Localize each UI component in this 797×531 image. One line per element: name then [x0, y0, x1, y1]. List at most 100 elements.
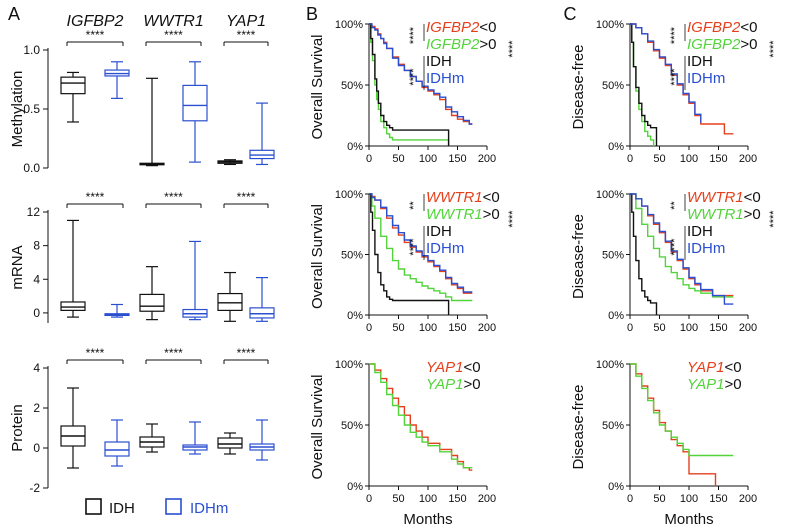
y-tick-label: 100%: [335, 19, 363, 31]
legend-entry: IDH: [426, 223, 452, 240]
legend-suffix: >0: [464, 376, 481, 393]
y-axis-label: Disease-free: [570, 214, 587, 299]
box-yap1-idhm: [249, 307, 275, 319]
legend-entry: YAP1<0: [687, 359, 742, 376]
x-axis-label: Months: [403, 511, 452, 528]
y-axis-label: Overall Survival: [309, 204, 326, 309]
y-axis-label: Protein: [9, 404, 26, 452]
legend-entry: WWTR1>0: [426, 206, 500, 223]
legend-suffix: <0: [744, 189, 761, 206]
x-tick-label: 0: [627, 493, 633, 505]
x-tick-label: 150: [448, 153, 466, 165]
y-tick-label: 50%: [341, 80, 363, 92]
significance-stars: ****: [669, 26, 681, 44]
box-plot-methylation: 0.0 0.5 1.0 Methylation **** **** ****: [9, 28, 275, 175]
y-axis-label: Overall Survival: [309, 34, 326, 139]
x-tick-label: 50: [392, 153, 404, 165]
significance-stars: ****: [237, 28, 256, 42]
significance-stars: ****: [237, 346, 256, 360]
x-tick-label: 100: [419, 493, 437, 505]
legend-entry: IGFBP2<0: [687, 19, 757, 36]
km-curve-yap1-gt0: [369, 363, 473, 469]
y-tick-label: 50%: [602, 80, 624, 92]
x-tick-label: 0: [627, 322, 633, 334]
legend-gene: WWTR1: [426, 189, 483, 206]
x-tick-label: 200: [739, 153, 757, 165]
legend-entry: WWTR1>0: [687, 206, 761, 223]
km-curve-idhm: [369, 23, 473, 125]
legend-entry: IDHm: [426, 240, 464, 257]
box-wwtr1-idhm: [182, 84, 208, 122]
legend-gene: YAP1: [687, 359, 725, 376]
km-plot-panel-b-3: 0% 50% 100% 0 50 100 150 200 Overall Survival Mon…: [309, 359, 496, 528]
gene-header-yap1: YAP1: [226, 13, 266, 30]
x-tick-label: 200: [478, 153, 496, 165]
legend-entry: IDH: [687, 53, 713, 70]
legend-gene: YAP1: [426, 376, 464, 393]
legend-gene: YAP1: [687, 376, 725, 393]
y-tick-label: 0: [33, 441, 40, 455]
legend-gene: IGFBP2: [426, 19, 480, 36]
y-tick-label: 12: [27, 205, 41, 219]
km-curve-idh: [630, 193, 658, 315]
y-tick-label: 100%: [596, 359, 624, 371]
legend-entry: YAP1>0: [687, 376, 742, 393]
significance-stars: ****: [768, 210, 780, 228]
significance-group: **********: [408, 194, 519, 260]
x-tick-label: 200: [478, 493, 496, 505]
legend-entry: IDHm: [687, 240, 725, 257]
km-plot-panel-b-1: 0% 50% 100% 0 50 100 150 200 Overall Survival IGF…: [309, 19, 519, 165]
km-plot-panel-c-2: 0% 50% 100% 0 50 100 150 200 Disease-free WWTR1<0…: [570, 189, 780, 334]
y-tick-label: 50%: [602, 250, 624, 262]
y-tick-label: 0.5: [23, 102, 40, 116]
x-axis-label: Months: [664, 511, 713, 528]
x-tick-label: 50: [653, 322, 665, 334]
significance-stars: ****: [164, 28, 183, 42]
legend-entry: IGFBP2<0: [426, 19, 496, 36]
legend-entry: IDH: [426, 53, 452, 70]
significance-group: **** **** ****: [408, 24, 519, 90]
legend-group: IDHm: [426, 240, 464, 257]
y-tick-label: 0.0: [23, 161, 40, 175]
y-axis-label: Overall Survival: [309, 374, 326, 479]
y-tick-label: 0%: [347, 310, 363, 322]
legend-gene: WWTR1: [687, 206, 744, 223]
km-curve-idh: [369, 23, 450, 146]
y-axis-label: mRNA: [9, 245, 26, 289]
legend-group: IDH: [426, 223, 452, 240]
y-tick-label: 100%: [596, 189, 624, 201]
legend-suffix: <0: [483, 189, 500, 206]
legend-group: IDH: [687, 223, 713, 240]
legend-swatch-idhm: [165, 498, 182, 515]
box-yap1-idh: [217, 292, 243, 311]
significance-stars: ****: [768, 40, 780, 58]
legend-gene: IGFBP2: [687, 19, 741, 36]
x-tick-label: 150: [709, 322, 727, 334]
y-tick-label: 4: [33, 272, 40, 286]
km-curve-idh: [369, 193, 450, 315]
legend-gene: WWTR1: [426, 206, 483, 223]
x-tick-label: 200: [478, 322, 496, 334]
legend-entry: IDHm: [687, 70, 725, 87]
panel-letter-b: B: [306, 4, 318, 24]
y-tick-label: 50%: [602, 420, 624, 432]
x-tick-label: 0: [627, 153, 633, 165]
legend-entry: IGFBP2>0: [687, 36, 757, 53]
km-plot-panel-c-3: 0% 50% 100% 0 50 100 150 200 Disease-free Months Y…: [570, 359, 757, 528]
gene-header-wwtr1: WWTR1: [143, 13, 203, 30]
legend-entry: IDHm: [426, 70, 464, 87]
significance-stars: ****: [164, 346, 183, 360]
box-igfbp2-idh: [60, 301, 86, 311]
significance-stars: ****: [164, 190, 183, 204]
box-igfbp2-idhm: [104, 441, 130, 457]
legend-entry: WWTR1<0: [687, 189, 761, 206]
panel-letter-a: A: [8, 4, 20, 24]
km-curve-igfbp2-gt0: [369, 23, 450, 146]
box-yap1-idh: [217, 437, 243, 449]
box-igfbp2-idh: [60, 76, 86, 95]
legend-label-idh: IDH: [109, 500, 135, 517]
km-plot-panel-c-1: 0% 50% 100% 0 50 100 150 200 Disease-free IGFBP2<…: [570, 19, 780, 165]
box-wwtr1-idh: [139, 293, 165, 312]
x-tick-label: 50: [653, 153, 665, 165]
